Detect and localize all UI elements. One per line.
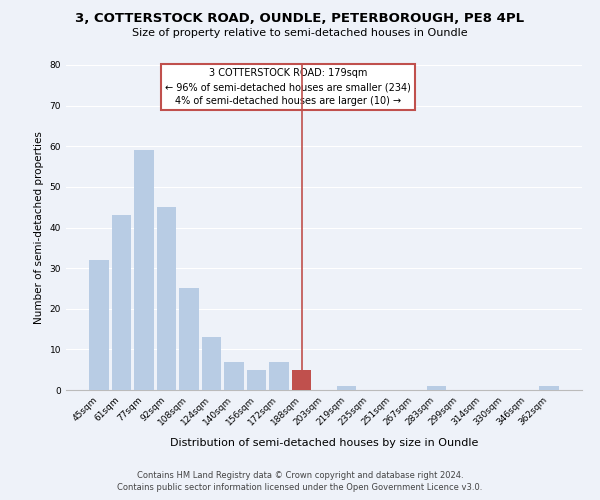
Bar <box>539 386 559 390</box>
Text: Contains HM Land Registry data © Crown copyright and database right 2024.
Contai: Contains HM Land Registry data © Crown c… <box>118 471 482 492</box>
Bar <box>179 288 199 390</box>
Bar <box>134 150 154 390</box>
Bar <box>224 362 244 390</box>
Bar <box>112 216 131 390</box>
Text: 3 COTTERSTOCK ROAD: 179sqm
← 96% of semi-detached houses are smaller (234)
4% of: 3 COTTERSTOCK ROAD: 179sqm ← 96% of semi… <box>165 68 411 106</box>
Y-axis label: Number of semi-detached properties: Number of semi-detached properties <box>34 131 44 324</box>
X-axis label: Distribution of semi-detached houses by size in Oundle: Distribution of semi-detached houses by … <box>170 438 478 448</box>
Bar <box>337 386 356 390</box>
Bar <box>292 370 311 390</box>
Bar <box>157 207 176 390</box>
Text: 3, COTTERSTOCK ROAD, OUNDLE, PETERBOROUGH, PE8 4PL: 3, COTTERSTOCK ROAD, OUNDLE, PETERBOROUG… <box>76 12 524 26</box>
Bar <box>89 260 109 390</box>
Bar <box>427 386 446 390</box>
Bar <box>247 370 266 390</box>
Text: Size of property relative to semi-detached houses in Oundle: Size of property relative to semi-detach… <box>132 28 468 38</box>
Bar <box>269 362 289 390</box>
Bar <box>202 337 221 390</box>
